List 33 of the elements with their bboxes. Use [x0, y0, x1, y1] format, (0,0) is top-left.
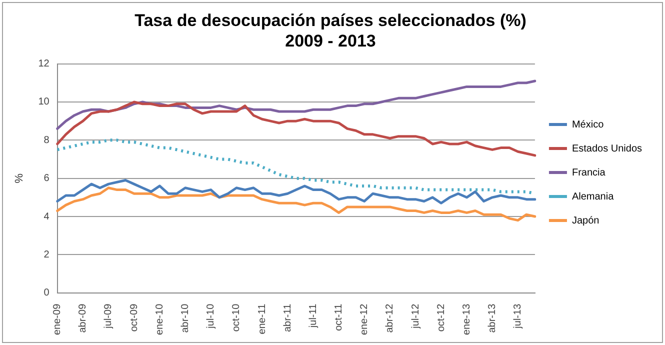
- x-tick-label: jul-10: [206, 303, 217, 330]
- x-tick-label: ene-13: [461, 303, 472, 336]
- y-tick-label: 10: [38, 96, 50, 108]
- x-tick-label: oct-09: [128, 303, 140, 332]
- y-tick-label: 2: [44, 249, 50, 260]
- y-tick-label: 4: [44, 211, 50, 222]
- legend-label: Alemania: [572, 191, 614, 202]
- x-tick-label: jul-12: [410, 303, 422, 330]
- y-tick-label: 12: [38, 58, 50, 70]
- x-tick-label: oct-10: [231, 303, 242, 332]
- y-tick-label: 0: [44, 288, 50, 299]
- legend-label: Estados Unidos: [572, 143, 642, 154]
- x-tick-label: jul-11: [308, 303, 319, 329]
- legend-label: México: [572, 119, 604, 130]
- x-tick-label: abr-13: [487, 303, 498, 333]
- x-tick-label: abr-12: [384, 303, 396, 333]
- y-tick-label: 8: [44, 134, 50, 146]
- y-tick-label: 6: [44, 173, 50, 184]
- legend-label: Francia: [572, 167, 606, 178]
- x-tick-label: ene-09: [52, 303, 64, 336]
- x-tick-label: abr-11: [282, 303, 294, 332]
- x-tick-label: oct-11: [334, 303, 345, 331]
- legend-label: Japón: [572, 215, 600, 226]
- y-axis-title: %: [14, 173, 26, 184]
- x-tick-label: jul-09: [103, 303, 114, 330]
- x-tick-label: abr-09: [78, 303, 89, 333]
- x-tick-label: oct-12: [436, 303, 447, 332]
- x-tick-label: jul-13: [512, 303, 524, 330]
- x-tick-label: ene-10: [154, 303, 166, 336]
- x-tick-label: ene-12: [359, 303, 370, 336]
- x-tick-label: ene-11: [256, 303, 268, 334]
- chart-title: Tasa de desocupación países seleccionados (%) 2009 - 2013: [134, 10, 526, 50]
- x-tick-label: abr-10: [180, 303, 192, 333]
